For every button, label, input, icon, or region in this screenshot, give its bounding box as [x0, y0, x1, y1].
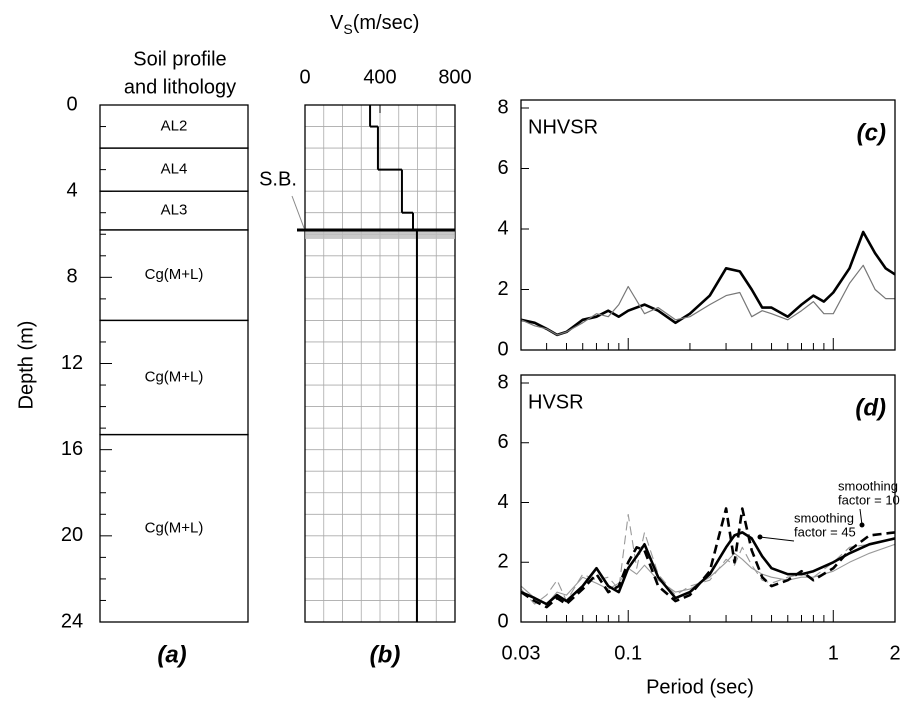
y-tick-label: 24 [61, 610, 83, 632]
y-tick-label: 0 [497, 610, 508, 632]
y-tick-label: 8 [497, 371, 508, 393]
annotation: smoothing [794, 510, 854, 525]
annotation-dot [859, 522, 865, 528]
y-tick-label: 2 [497, 278, 508, 300]
layer-label: Cg(M+L) [145, 368, 204, 385]
y-tick-label: 8 [66, 266, 77, 288]
title-line: Soil profile [133, 48, 226, 70]
layer-label: Cg(M+L) [145, 266, 204, 283]
y-tick-label: 8 [497, 96, 508, 118]
y-tick-label: 4 [497, 217, 508, 239]
title-unit: (m/sec) [353, 12, 420, 34]
title: VS(m/sec) [330, 12, 419, 36]
x-tick-label: 1 [828, 642, 839, 664]
y-tick-label: 12 [61, 352, 83, 374]
panel-name: HVSR [528, 391, 584, 413]
y-tick-label: 16 [61, 438, 83, 460]
panel-label: (d) [855, 394, 886, 421]
y-tick-label: 20 [61, 524, 83, 546]
panel-name: NHVSR [528, 116, 598, 138]
series-line [521, 543, 895, 605]
x-tick-label: 2 [889, 642, 900, 664]
layer-label: AL3 [161, 202, 188, 219]
x-tick-label: 0.03 [502, 642, 541, 664]
x-tick-label: 800 [438, 66, 471, 88]
annotation-leader [759, 536, 795, 542]
y-tick-label: 0 [66, 93, 77, 115]
y-tick-label: 0 [497, 338, 508, 360]
frame [520, 99, 896, 351]
x-tick-label: 0.1 [614, 642, 642, 664]
y-axis-label: Depth (m) [15, 321, 37, 410]
x-tick-label: 0 [299, 66, 310, 88]
series-line [521, 230, 895, 337]
series-line [521, 507, 895, 609]
title-line: and lithology [124, 76, 236, 98]
boundary-shade [305, 229, 455, 239]
annotation-leader [859, 508, 863, 526]
annotation-dot [757, 534, 763, 540]
layer-label: Cg(M+L) [145, 519, 204, 536]
annotation: factor = 10 [838, 492, 900, 507]
y-tick-label: 2 [497, 551, 508, 573]
leader [291, 195, 305, 229]
boundary-label: S.B. [259, 168, 297, 190]
panel-label: (c) [857, 119, 886, 146]
x-axis-label: Period (sec) [646, 676, 754, 698]
annotation: factor = 45 [794, 524, 856, 539]
series-line [521, 531, 895, 606]
y-tick-label: 6 [497, 431, 508, 453]
y-tick-label: 4 [66, 179, 77, 201]
series-line [521, 513, 895, 605]
x-tick-label: 400 [363, 66, 396, 88]
y-tick-label: 6 [497, 157, 508, 179]
layer [99, 433, 249, 623]
frame [520, 374, 896, 623]
layer-label: AL4 [161, 161, 188, 178]
title-sub: S [343, 21, 352, 37]
series-line [521, 264, 895, 336]
annotation: smoothing [838, 478, 898, 493]
title-main: V [330, 12, 344, 34]
y-tick-label: 4 [497, 491, 508, 513]
panel-label: (a) [157, 641, 186, 668]
panel-label: (b) [370, 641, 401, 668]
layer-label: AL2 [161, 118, 188, 135]
